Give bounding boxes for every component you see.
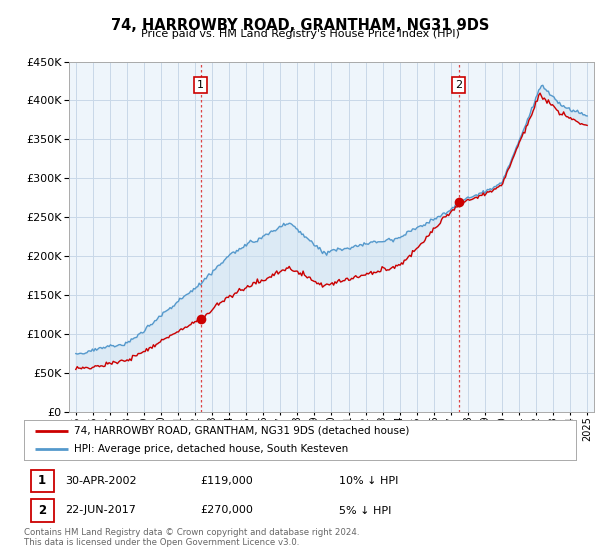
FancyBboxPatch shape [31, 470, 54, 492]
Text: £119,000: £119,000 [200, 476, 253, 486]
Text: 74, HARROWBY ROAD, GRANTHAM, NG31 9DS: 74, HARROWBY ROAD, GRANTHAM, NG31 9DS [111, 18, 489, 33]
Text: HPI: Average price, detached house, South Kesteven: HPI: Average price, detached house, Sout… [74, 445, 348, 454]
FancyBboxPatch shape [31, 500, 54, 521]
Text: 22-JUN-2017: 22-JUN-2017 [65, 506, 136, 516]
Text: Contains HM Land Registry data © Crown copyright and database right 2024.: Contains HM Land Registry data © Crown c… [24, 528, 359, 536]
Text: 2: 2 [38, 504, 46, 517]
Text: 10% ↓ HPI: 10% ↓ HPI [338, 476, 398, 486]
Text: 5% ↓ HPI: 5% ↓ HPI [338, 506, 391, 516]
Text: 2: 2 [455, 80, 463, 90]
Text: This data is licensed under the Open Government Licence v3.0.: This data is licensed under the Open Gov… [24, 538, 299, 547]
Text: 74, HARROWBY ROAD, GRANTHAM, NG31 9DS (detached house): 74, HARROWBY ROAD, GRANTHAM, NG31 9DS (d… [74, 426, 409, 436]
Text: Price paid vs. HM Land Registry's House Price Index (HPI): Price paid vs. HM Land Registry's House … [140, 29, 460, 39]
Text: 1: 1 [38, 474, 46, 487]
Text: 30-APR-2002: 30-APR-2002 [65, 476, 137, 486]
Text: 1: 1 [197, 80, 204, 90]
Text: £270,000: £270,000 [200, 506, 254, 516]
